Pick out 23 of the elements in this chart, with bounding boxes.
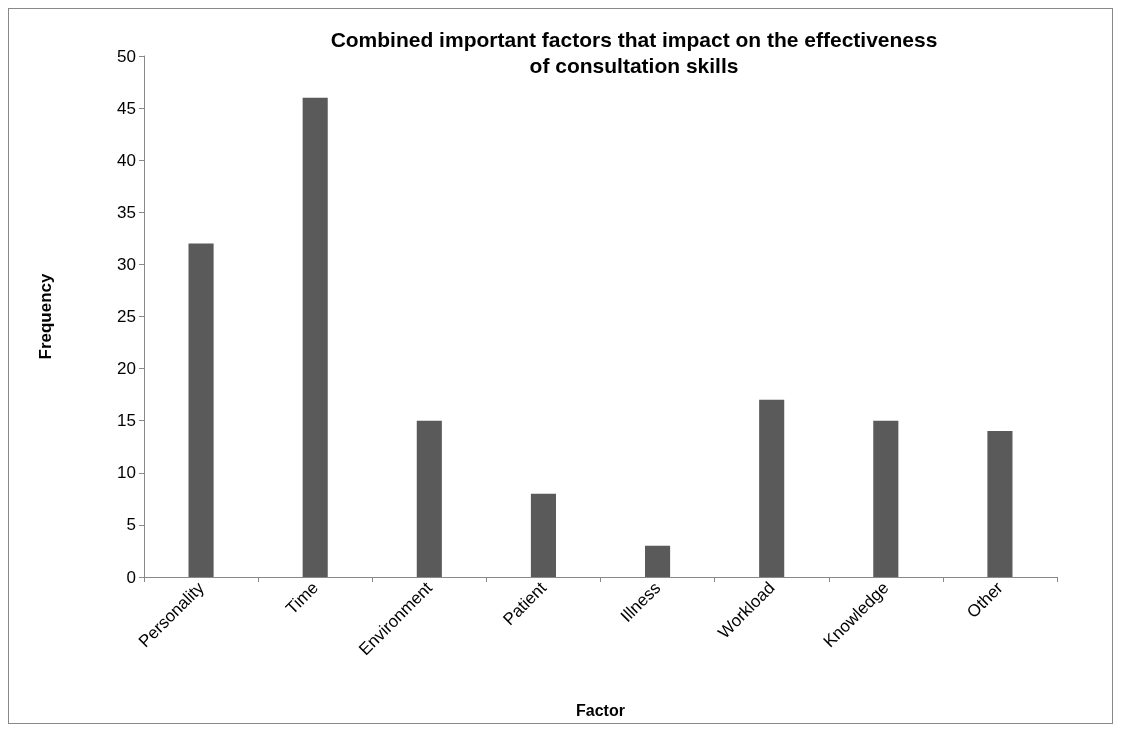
bar	[530, 493, 556, 577]
bar	[645, 545, 671, 577]
y-axis-title: Frequency	[36, 272, 55, 360]
bar	[416, 420, 442, 577]
y-tick-label: 10	[117, 463, 136, 483]
bar	[873, 420, 899, 577]
y-tick-label: 20	[117, 359, 136, 379]
bar	[987, 431, 1013, 577]
y-tick-label: 30	[117, 254, 136, 274]
bar	[759, 399, 785, 577]
bar	[302, 97, 328, 577]
x-axis-title: Factor	[576, 701, 625, 719]
y-tick-label: 0	[126, 567, 136, 587]
bar	[188, 243, 214, 577]
y-tick-label: 5	[126, 515, 136, 535]
chart-title: Combined important factors that impact on the effectiveness of consultation skills	[330, 27, 938, 77]
y-tick-label: 45	[117, 98, 136, 118]
y-tick-label: 40	[117, 150, 136, 170]
y-tick-label: 50	[117, 46, 136, 66]
y-tick-label: 25	[117, 307, 136, 326]
x-tick-label: Time	[282, 578, 322, 618]
y-tick-label: 15	[117, 411, 136, 431]
y-tick-label: 35	[117, 202, 136, 222]
